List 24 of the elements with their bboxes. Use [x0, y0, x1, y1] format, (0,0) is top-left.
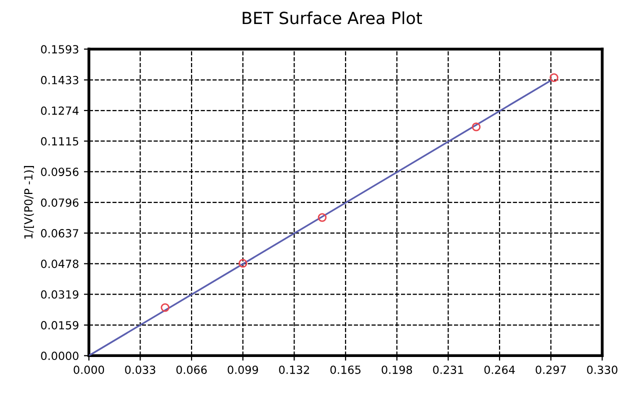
- x-tick-label: 0.297: [536, 366, 566, 374]
- y-tick-label: 0.1433: [41, 76, 78, 84]
- x-tick-label: 0.330: [587, 366, 618, 374]
- y-tick-label: 0.1593: [41, 45, 78, 54]
- x-tick-label: 0.000: [74, 366, 104, 374]
- y-tick-label: 0.0956: [41, 168, 78, 176]
- x-tick-label: 0.198: [382, 366, 412, 374]
- x-tick-label: 0.066: [176, 366, 207, 374]
- y-tick-label: 0.0000: [41, 352, 78, 360]
- x-tick-label: 0.099: [228, 366, 258, 374]
- x-tick-label: 0.165: [330, 366, 360, 374]
- x-tick-label: 0.132: [279, 366, 310, 374]
- y-tick-label: 0.0319: [41, 290, 78, 299]
- x-tick-label: 0.231: [433, 366, 464, 374]
- y-tick-label: 0.0478: [41, 260, 78, 268]
- y-tick-label: 0.1115: [41, 137, 78, 146]
- y-tick-label: 0.0796: [41, 198, 78, 207]
- chart-title: BET Surface Area Plot: [242, 11, 422, 24]
- y-tick-label: 0.1274: [41, 106, 79, 115]
- y-axis-title: 1/[V(P0/P -1)]: [24, 166, 34, 238]
- x-tick-label: 0.033: [125, 366, 156, 374]
- x-tick-label: 0.264: [484, 366, 515, 374]
- y-tick-label: 0.0637: [41, 229, 78, 238]
- y-tick-label: 0.0159: [41, 321, 78, 330]
